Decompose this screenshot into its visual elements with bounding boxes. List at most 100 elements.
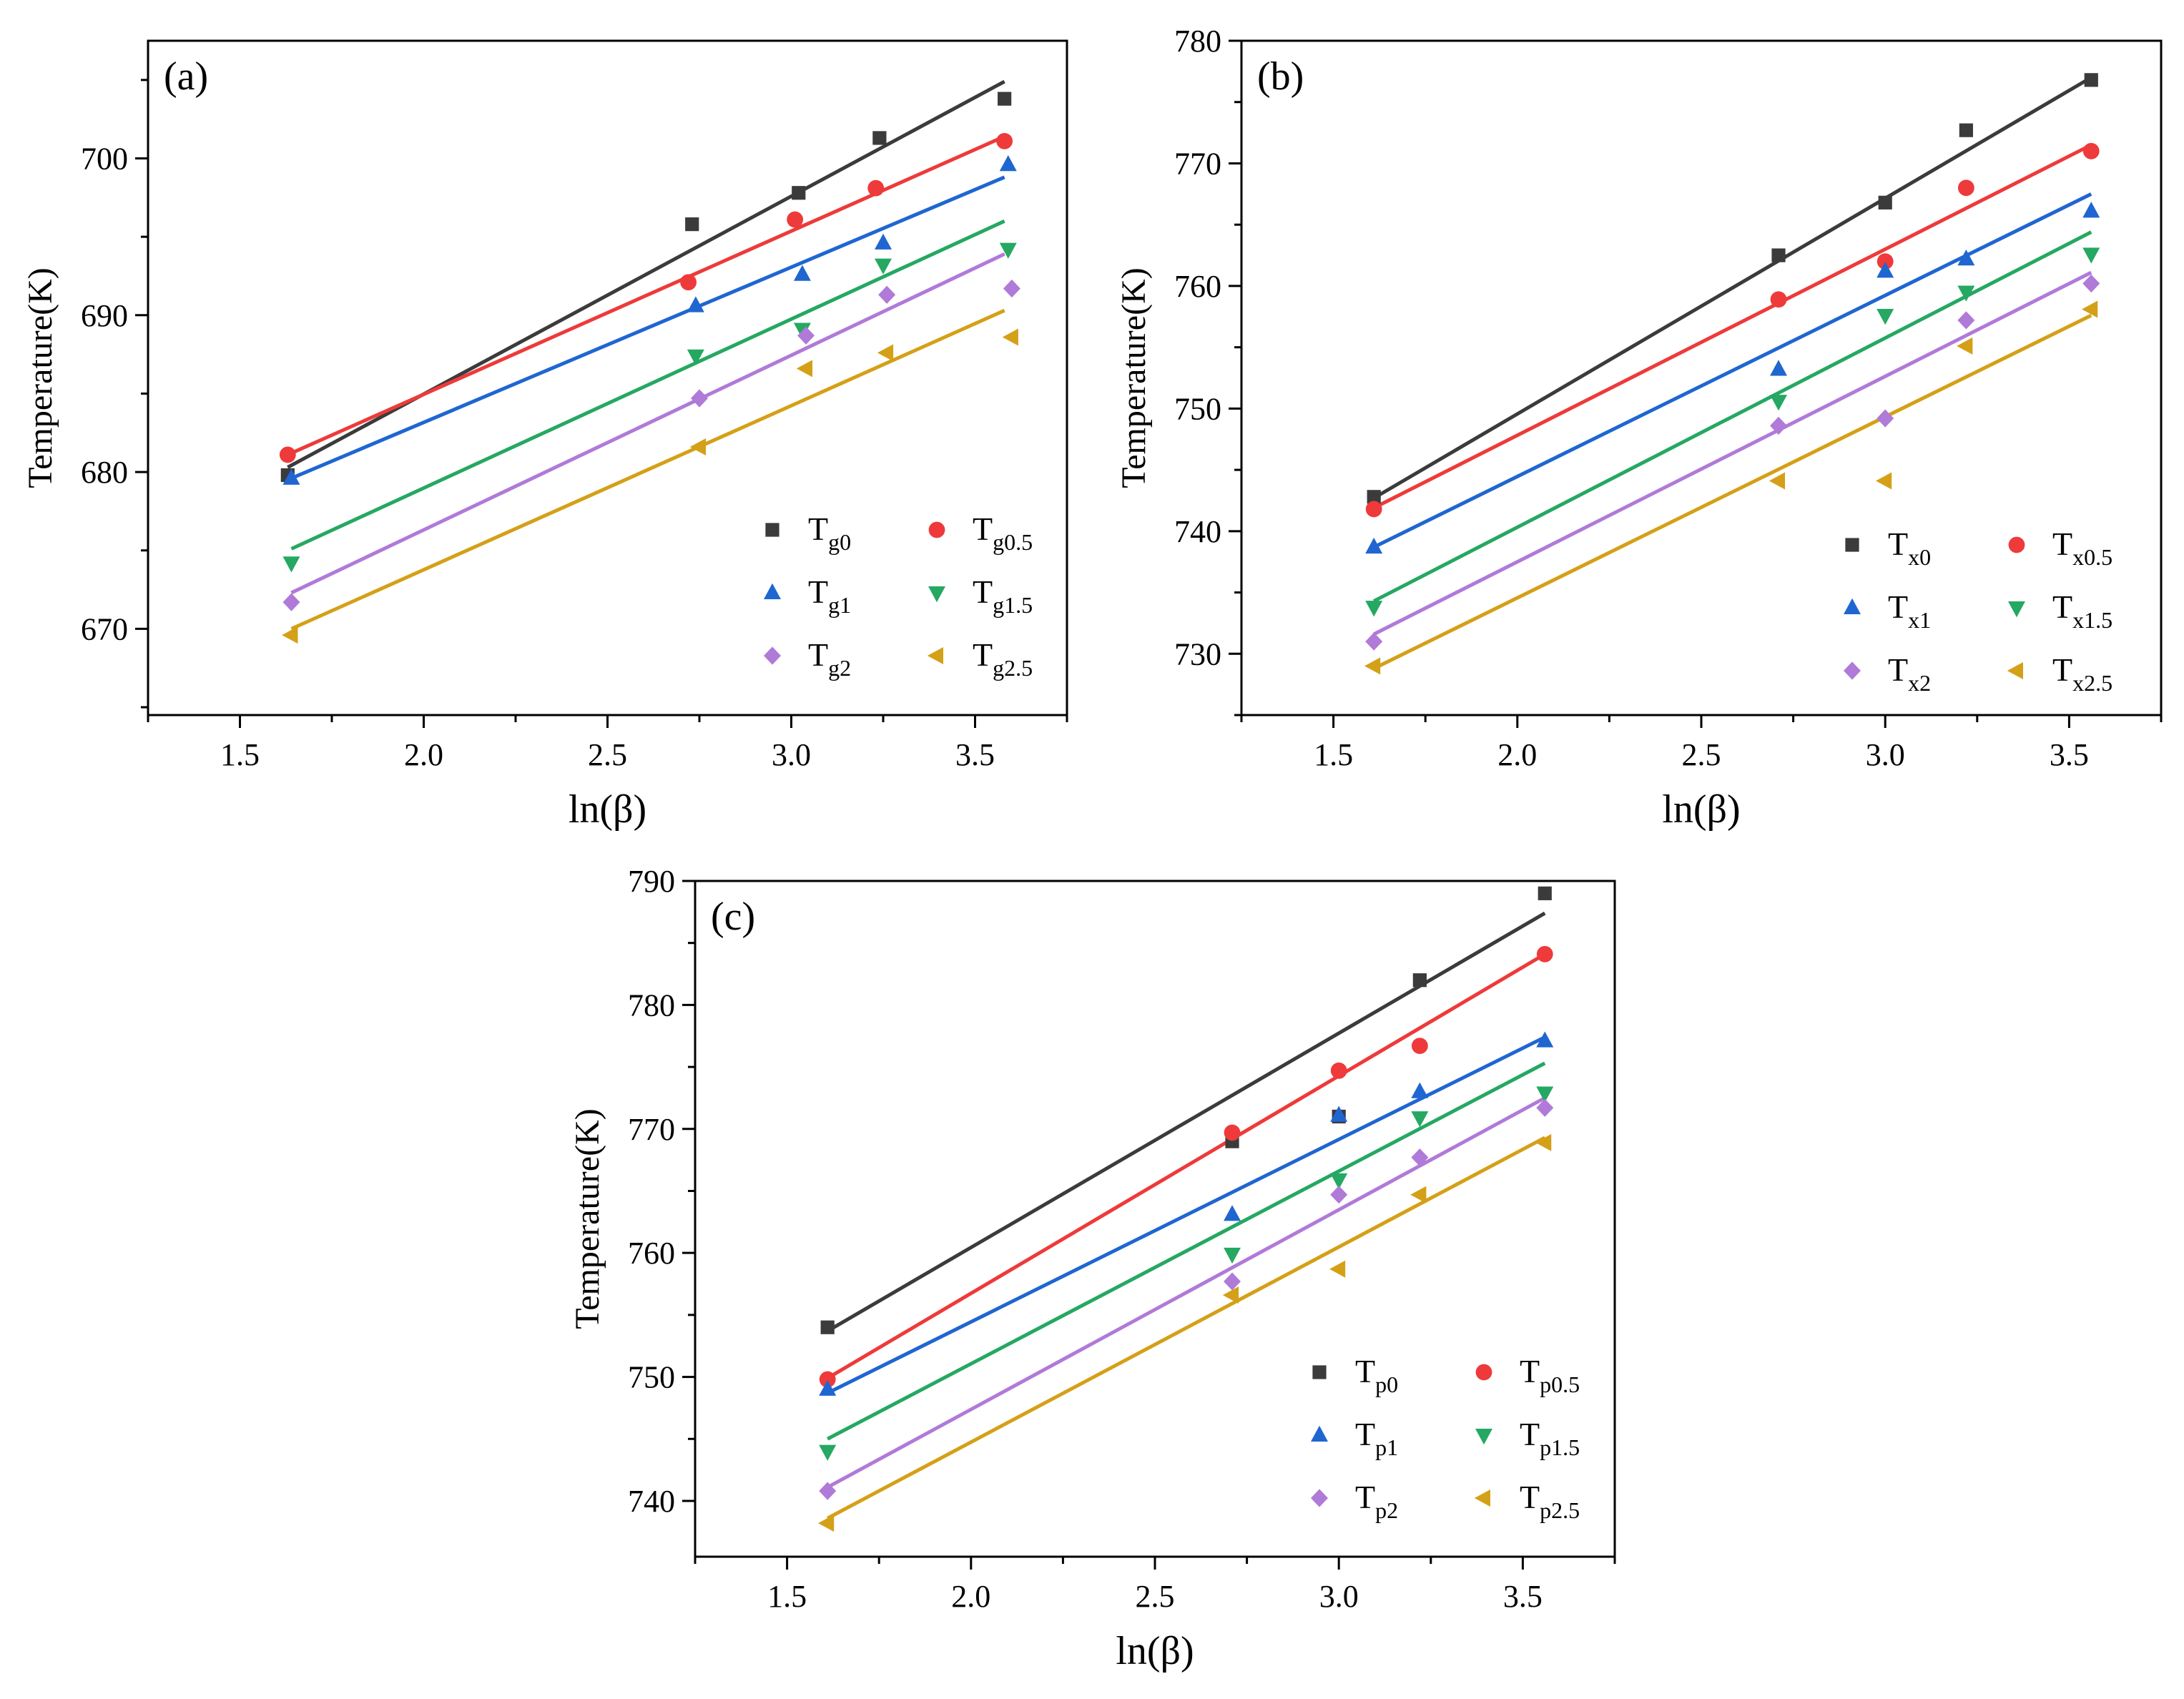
point-Tp2 bbox=[1330, 1186, 1348, 1204]
point-Tx0 bbox=[1878, 195, 1892, 210]
y-tick-label: 680 bbox=[81, 455, 128, 490]
point-Tp2.5 bbox=[817, 1515, 835, 1532]
legend-marker-Tx1 bbox=[1844, 598, 1861, 614]
point-Tg2 bbox=[691, 389, 708, 408]
legend-marker-Tx0 bbox=[1845, 538, 1859, 552]
point-Tg2.5 bbox=[877, 344, 894, 362]
x-tick-label: 3.5 bbox=[2050, 737, 2089, 772]
point-Tp1.5 bbox=[819, 1444, 837, 1461]
point-Tp0.5 bbox=[1224, 1124, 1241, 1141]
point-Tx1.5 bbox=[1770, 395, 1788, 411]
point-Tp1.5 bbox=[1411, 1111, 1429, 1128]
fit-line-Tg2.5 bbox=[290, 308, 1005, 631]
point-Tp0.5 bbox=[819, 1371, 836, 1388]
point-Tx2.5 bbox=[1364, 657, 1381, 675]
legend-marker-Tp1 bbox=[1311, 1425, 1328, 1442]
x-tick-label: 1.5 bbox=[220, 737, 260, 772]
point-Tp1 bbox=[1330, 1105, 1348, 1122]
fit-line-Tx0 bbox=[1372, 76, 2092, 500]
point-Tg0 bbox=[685, 217, 699, 232]
legend-marker-Tg2 bbox=[764, 646, 781, 665]
fit-line-Tx1 bbox=[1373, 192, 2092, 549]
y-axis-label: Temperature(K) bbox=[569, 1108, 606, 1329]
point-Tx0.5 bbox=[1365, 501, 1382, 518]
y-tick-label: 700 bbox=[81, 141, 128, 176]
point-Tp1 bbox=[1536, 1031, 1554, 1048]
point-Tg1 bbox=[875, 233, 892, 250]
legend-label-Tp0.5: Tp0.5 bbox=[1520, 1353, 1580, 1397]
plot-frame bbox=[694, 880, 1616, 1558]
y-tick-label: 770 bbox=[1174, 146, 1221, 181]
point-Tg2 bbox=[282, 593, 300, 611]
y-tick-label: 690 bbox=[81, 298, 128, 333]
point-Tx1.5 bbox=[1957, 285, 1975, 302]
point-Tg1.5 bbox=[282, 556, 300, 573]
x-tick-label: 3.5 bbox=[1503, 1579, 1543, 1614]
plot-frame bbox=[1240, 39, 2163, 716]
point-Tg0 bbox=[792, 186, 806, 200]
legend: Tg0 Tg0.5 Tg1 Tg1.5 Tg2 Tg2.5 bbox=[764, 511, 1033, 681]
point-Tg2 bbox=[878, 285, 896, 304]
legend-label-Tg2: Tg2 bbox=[808, 636, 851, 681]
point-Tx1.5 bbox=[1365, 601, 1383, 617]
legend-marker-Tg1 bbox=[764, 583, 781, 599]
x-tick-label: 3.5 bbox=[955, 737, 995, 772]
point-Tx1 bbox=[1957, 249, 1975, 266]
legend-label-Tx2.5: Tx2.5 bbox=[2052, 651, 2112, 696]
point-Tg1.5 bbox=[687, 349, 704, 365]
panel-label: (c) bbox=[711, 895, 755, 939]
point-Tg2.5 bbox=[796, 360, 813, 378]
point-Tx0 bbox=[1959, 123, 1973, 137]
point-Tp1.5 bbox=[1536, 1086, 1554, 1103]
x-tick-label: 3.0 bbox=[1866, 737, 1905, 772]
point-Tp2 bbox=[1536, 1098, 1554, 1117]
x-tick-label: 2.0 bbox=[404, 737, 443, 772]
fit-line-Tg0.5 bbox=[287, 134, 1005, 457]
legend-label-Tg1.5: Tg1.5 bbox=[973, 573, 1033, 618]
point-Tp2 bbox=[1411, 1148, 1429, 1167]
point-Tg1 bbox=[793, 265, 811, 281]
point-Tx0.5 bbox=[2082, 142, 2100, 159]
legend-label-Tp2: Tp2 bbox=[1355, 1479, 1398, 1523]
fit-line-Tg1 bbox=[290, 175, 1005, 481]
point-Tx1 bbox=[1365, 537, 1383, 554]
x-tick-label: 2.0 bbox=[1497, 737, 1537, 772]
point-Tx0.5 bbox=[1957, 179, 1974, 197]
point-Tp2.5 bbox=[1222, 1286, 1239, 1304]
fit-line-Tg2 bbox=[290, 252, 1005, 595]
legend-label-Tg2.5: Tg2.5 bbox=[973, 636, 1033, 681]
legend-marker-Tp1.5 bbox=[1475, 1429, 1492, 1445]
y-tick-label: 780 bbox=[628, 988, 675, 1023]
x-axis-label: ln(β) bbox=[569, 787, 646, 832]
point-Tg0.5 bbox=[680, 274, 697, 291]
point-Tp1 bbox=[1224, 1205, 1241, 1221]
point-Tg0.5 bbox=[279, 446, 296, 463]
y-axis-label: Temperature(K) bbox=[21, 267, 59, 488]
point-Tg0.5 bbox=[996, 132, 1013, 149]
point-Tx1 bbox=[2082, 202, 2100, 218]
point-Tx0 bbox=[2084, 73, 2098, 87]
point-Tp0 bbox=[1538, 886, 1552, 900]
point-Tx1 bbox=[1770, 360, 1788, 376]
point-Tp2 bbox=[1224, 1272, 1241, 1291]
point-Tp1.5 bbox=[1330, 1173, 1348, 1190]
point-Tg1 bbox=[687, 296, 704, 312]
x-tick-label: 1.5 bbox=[767, 1579, 807, 1614]
legend: Tp0 Tp0.5 Tp1 Tp1.5 Tp2 Tp2.5 bbox=[1311, 1353, 1580, 1523]
fit-line-Tp0 bbox=[826, 911, 1546, 1333]
legend-marker-Tp0 bbox=[1312, 1365, 1327, 1379]
legend: Tx0 Tx0.5 Tx1 Tx1.5 Tx2 Tx2.5 bbox=[1844, 526, 2112, 696]
x-tick-label: 3.0 bbox=[1319, 1579, 1359, 1614]
legend-marker-Tp2 bbox=[1311, 1489, 1328, 1507]
legend-marker-Tg1.5 bbox=[928, 586, 945, 603]
point-Tg2.5 bbox=[689, 438, 706, 455]
plot-frame bbox=[147, 39, 1068, 716]
point-Tg2 bbox=[797, 326, 815, 345]
point-Tp2.5 bbox=[1535, 1133, 1552, 1151]
point-Tp2.5 bbox=[1410, 1186, 1427, 1203]
x-axis-label: ln(β) bbox=[1662, 787, 1740, 832]
y-tick-label: 760 bbox=[1174, 269, 1221, 304]
point-Tx2 bbox=[1365, 632, 1383, 651]
legend-label-Tx1: Tx1 bbox=[1888, 589, 1931, 633]
point-Tg2.5 bbox=[1002, 328, 1018, 346]
